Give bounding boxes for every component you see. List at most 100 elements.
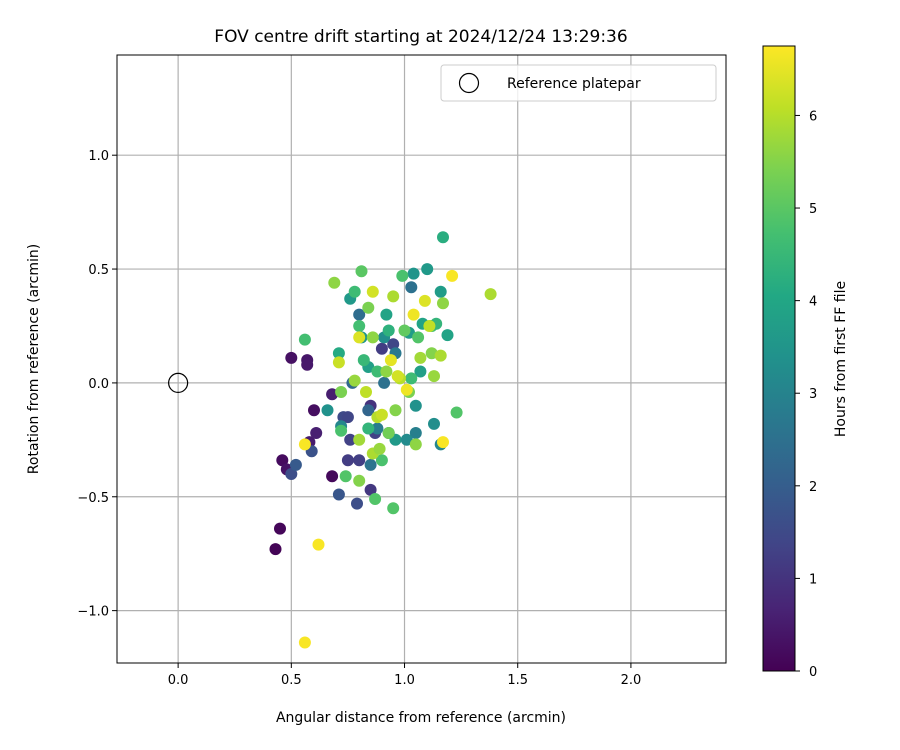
data-point — [382, 324, 395, 337]
data-point — [407, 267, 420, 280]
data-point — [391, 370, 404, 383]
data-point — [353, 331, 366, 344]
data-point — [373, 442, 386, 455]
data-point — [437, 297, 449, 310]
data-point — [375, 454, 388, 467]
data-point — [357, 354, 370, 367]
x-tick-label: 1.5 — [507, 673, 528, 688]
data-point — [400, 433, 413, 446]
data-point — [387, 338, 400, 351]
data-point — [335, 386, 348, 398]
chart-title: FOV centre drift starting at 2024/12/24 … — [214, 27, 627, 47]
data-point — [389, 404, 402, 417]
data-point — [378, 376, 391, 389]
data-point — [348, 374, 361, 387]
data-point — [328, 276, 341, 289]
y-tick-label: 1.0 — [88, 149, 109, 164]
data-point — [364, 483, 377, 496]
data-point — [362, 404, 375, 417]
data-point — [441, 329, 454, 342]
data-point — [400, 383, 413, 396]
data-point — [421, 263, 434, 276]
reference-platepar-marker — [168, 372, 189, 394]
data-point — [387, 502, 400, 515]
colorbar-tick-label: 4 — [809, 295, 817, 310]
data-point — [353, 320, 366, 332]
data-point — [298, 636, 311, 649]
colorbar-tick-label: 2 — [809, 480, 817, 495]
data-point — [364, 458, 377, 471]
data-point — [446, 269, 459, 282]
data-point — [344, 433, 357, 446]
data-point — [351, 497, 363, 510]
x-tick-label: 1.0 — [394, 673, 415, 688]
data-point — [332, 488, 345, 501]
y-tick-label: 0.5 — [88, 263, 109, 278]
y-tick-label: 0.0 — [88, 377, 109, 392]
data-point — [412, 331, 425, 344]
data-point — [366, 331, 379, 344]
data-point — [450, 406, 463, 419]
data-point — [434, 285, 447, 298]
y-axis-label: Rotation from reference (arcmin) — [26, 244, 42, 474]
plot-frame — [116, 54, 727, 664]
data-point — [341, 411, 354, 424]
data-point — [339, 470, 352, 483]
data-point — [348, 285, 361, 298]
legend-label: Reference platepar — [507, 76, 641, 92]
y-tick-label: −1.0 — [77, 605, 109, 620]
data-point — [484, 288, 497, 301]
data-point — [285, 468, 298, 480]
data-point — [321, 404, 334, 417]
data-point — [437, 436, 449, 449]
data-point — [369, 493, 382, 505]
data-point — [353, 474, 366, 487]
data-point — [405, 281, 418, 294]
data-point — [405, 372, 418, 385]
x-tick-label: 0.0 — [168, 673, 189, 688]
data-point — [353, 433, 366, 446]
data-point — [332, 347, 345, 360]
data-point — [409, 399, 422, 412]
data-point — [434, 349, 447, 362]
data-point — [353, 454, 366, 467]
data-point — [355, 265, 368, 278]
data-point — [301, 358, 314, 371]
legend-marker-circle — [458, 72, 480, 94]
y-tick-label: −0.5 — [77, 491, 109, 506]
data-point — [312, 538, 325, 551]
y-axis-ticks: −1.0 −0.5 0.0 0.5 1.0 — [77, 149, 117, 620]
data-point — [375, 408, 388, 421]
data-point — [285, 351, 298, 364]
data-point — [396, 269, 409, 282]
data-point — [380, 365, 393, 378]
data-point — [308, 404, 320, 417]
data-point — [423, 320, 436, 332]
data-point — [425, 347, 438, 360]
data-point — [274, 522, 286, 535]
data-point — [371, 422, 384, 435]
data-point — [428, 417, 440, 430]
data-point — [375, 342, 388, 355]
x-tick-label: 2.0 — [621, 673, 642, 688]
colorbar-tick-label: 6 — [809, 109, 817, 124]
colorbar-label: Hours from first FF file — [833, 281, 849, 437]
data-point — [414, 365, 427, 378]
data-point — [298, 438, 311, 451]
reference-marker — [168, 372, 189, 394]
legend-box — [440, 64, 717, 102]
data-point — [326, 470, 339, 483]
data-point — [269, 543, 282, 556]
data-point — [371, 365, 384, 378]
data-point — [362, 301, 375, 314]
colorbar-tick-label: 3 — [809, 387, 817, 402]
x-tick-label: 0.5 — [281, 673, 302, 688]
data-point — [326, 388, 339, 401]
data-point — [332, 356, 345, 369]
data-point — [387, 290, 400, 303]
x-axis-label: Angular distance from reference (arcmin) — [276, 710, 566, 726]
data-points — [269, 231, 497, 649]
data-point — [276, 454, 289, 467]
data-point — [382, 427, 395, 439]
